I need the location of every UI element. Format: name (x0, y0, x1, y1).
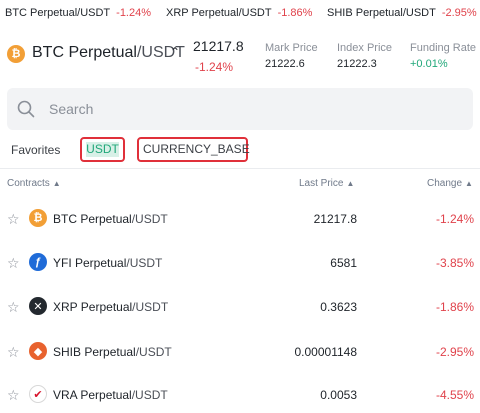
tab-favorites[interactable]: Favorites (11, 143, 61, 157)
row-quote: /USDT (132, 300, 169, 314)
row-base: SHIB Perpetual (53, 345, 136, 359)
ticker-base: SHIB Perpetual (327, 7, 403, 19)
index-price-stat: Index Price 21222.3 (337, 42, 392, 70)
row-quote: /USDT (126, 256, 163, 270)
mark-price-label: Mark Price (265, 42, 318, 54)
funding-rate-label: Funding Rate (410, 42, 477, 54)
row-contract-name: BTC Perpetual/USDT (53, 212, 168, 226)
index-price-label: Index Price (337, 42, 393, 54)
row-contract-name: SHIB Perpetual/USDT (53, 345, 172, 359)
ticker-base: BTC Perpetual (5, 7, 78, 19)
row-quote: /USDT (135, 345, 172, 359)
contract-header: ₿ BTC Perpetual/USDT ⌃ 21217.8 -1.24% Ma… (0, 32, 480, 82)
ticker-quote: /USDT (238, 7, 272, 19)
ticker-item[interactable]: XRP Perpetual/USDT -1.86% (166, 7, 312, 19)
row-base: BTC Perpetual (53, 212, 132, 226)
row-quote: /USDT (131, 212, 168, 226)
row-contract-name: VRA Perpetual/USDT (53, 388, 168, 402)
star-icon[interactable]: ☆ (7, 387, 20, 403)
search-input[interactable] (49, 96, 449, 122)
row-last-price: 6581 (330, 256, 357, 270)
row-base: XRP Perpetual (53, 300, 133, 314)
btc-icon: ₿ (7, 45, 25, 63)
tab-usdt-label: USDT (86, 142, 119, 157)
yfi-icon: ƒ (29, 253, 47, 271)
header-base: BTC Perpetual (32, 44, 137, 61)
column-change-label: Change (427, 178, 463, 189)
funding-rate-stat: Funding Rate +0.01% (410, 42, 476, 70)
table-row[interactable]: ☆ ✔ VRA Perpetual/USDT 0.0053 -4.55% (0, 373, 480, 413)
chevron-up-icon[interactable]: ⌃ (170, 45, 181, 59)
header-change: -1.24% (195, 60, 234, 74)
sort-icon: ▲︎ (346, 179, 355, 188)
ticker-item[interactable]: BTC Perpetual/USDT -1.24% (5, 7, 151, 19)
star-icon[interactable]: ☆ (7, 344, 20, 360)
table-row[interactable]: ☆ ƒ YFI Perpetual/USDT 6581 -3.85% (0, 241, 480, 285)
row-change: -2.95% (435, 345, 474, 359)
row-last-price: 0.0053 (320, 388, 357, 402)
funding-rate-value: +0.01% (410, 58, 448, 70)
row-change: -1.24% (435, 212, 474, 226)
ticker-base: XRP Perpetual (166, 7, 239, 19)
row-quote: /USDT (131, 388, 168, 402)
row-base: VRA Perpetual (53, 388, 132, 402)
btc-icon: ₿ (29, 209, 47, 227)
tab-usdt[interactable]: USDT (80, 137, 125, 162)
ticker-item[interactable]: SHIB Perpetual/USDT -2.95% (327, 7, 477, 19)
row-change: -1.86% (435, 300, 474, 314)
ticker-change: -1.24% (116, 7, 152, 19)
sort-icon: ▲︎ (465, 179, 473, 188)
row-change: -3.85% (435, 256, 474, 270)
mark-price-stat: Mark Price 21222.6 (265, 42, 318, 70)
header-last-price: 21217.8 (193, 38, 244, 54)
ticker-quote: /USDT (402, 7, 436, 19)
table-row[interactable]: ☆ ◆ SHIB Perpetual/USDT 0.00001148 -2.95… (0, 330, 480, 374)
row-last-price: 21217.8 (313, 212, 357, 226)
vra-icon: ✔ (29, 385, 47, 403)
shib-icon: ◆ (29, 342, 47, 360)
star-icon[interactable]: ☆ (7, 299, 20, 315)
table-row[interactable]: ☆ ✕ XRP Perpetual/USDT 0.3623 -1.86% (0, 285, 480, 329)
star-icon[interactable]: ☆ (7, 211, 20, 227)
divider (0, 168, 480, 169)
search-icon (17, 100, 35, 118)
column-header-contracts[interactable]: Contracts ▲︎ (7, 178, 61, 189)
ticker-quote: /USDT (77, 7, 111, 19)
sort-icon: ▲︎ (52, 179, 61, 188)
row-last-price: 0.3623 (320, 300, 357, 314)
row-contract-name: YFI Perpetual/USDT (53, 256, 162, 270)
tab-currency-base[interactable]: CURRENCY_BASE (137, 137, 250, 162)
ticker-change: -1.86% (277, 7, 313, 19)
row-contract-name: XRP Perpetual/USDT (53, 300, 168, 314)
contract-selector[interactable]: BTC Perpetual/USDT (32, 44, 185, 62)
search-box[interactable] (7, 88, 473, 130)
column-last-price-label: Last Price (299, 178, 344, 189)
index-price-value: 21222.3 (337, 58, 377, 70)
xrp-icon: ✕ (29, 297, 47, 315)
ticker-strip: BTC Perpetual/USDT -1.24% XRP Perpetual /… (0, 0, 480, 28)
mark-price-value: 21222.6 (265, 58, 305, 70)
column-header-last-price[interactable]: Last Price ▲︎ (299, 178, 354, 189)
table-row[interactable]: ☆ ₿ BTC Perpetual/USDT 21217.8 -1.24% (0, 197, 480, 241)
row-change: -4.55% (435, 388, 474, 402)
ticker-change: -2.95% (441, 7, 477, 19)
column-contracts-label: Contracts (7, 178, 50, 189)
star-icon[interactable]: ☆ (7, 255, 20, 271)
header-quote: /USDT (136, 44, 185, 61)
row-base: YFI Perpetual (53, 256, 127, 270)
column-header-change[interactable]: Change ▲︎ (427, 178, 473, 189)
row-last-price: 0.00001148 (294, 345, 357, 359)
